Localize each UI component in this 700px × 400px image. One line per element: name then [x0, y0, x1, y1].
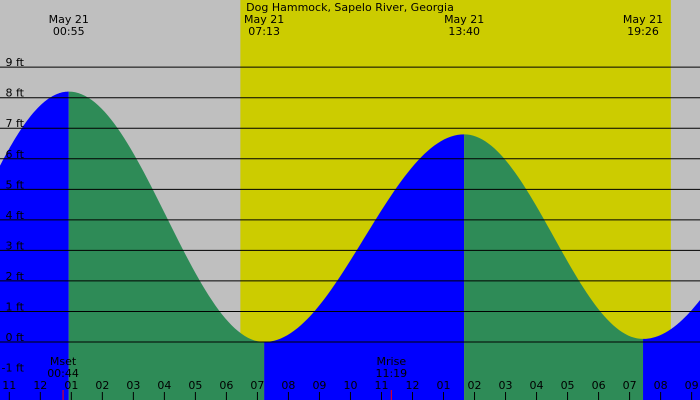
x-axis-labels: 11 12 01 02 03 04 05 06 07 08 09 10 11 12 01 02 03 04 05 06… — [2, 379, 699, 400]
y-tick-label: 9 ft — [6, 56, 25, 69]
x-tick-label: 02 — [95, 379, 109, 392]
moon-event-time: 11:19 — [375, 367, 407, 380]
x-tick-label: 12 — [33, 379, 47, 392]
x-tick-label: 06 — [592, 379, 606, 392]
x-tick-label: 04 — [157, 379, 171, 392]
extreme-time-label: 13:40 — [448, 25, 480, 38]
x-tick-label: 09 — [312, 379, 326, 392]
extreme-time-label: 07:13 — [248, 25, 280, 38]
x-tick-label: 08 — [654, 379, 668, 392]
x-tick-label: 04 — [530, 379, 544, 392]
extreme-date-label: May 21 — [244, 13, 284, 26]
rising-tide-segment — [0, 91, 69, 400]
y-tick-label: 8 ft — [6, 87, 25, 100]
x-tick-label: 01 — [64, 379, 78, 392]
moon-event-label: Mset — [50, 355, 77, 368]
y-tick-label: 2 ft — [6, 270, 25, 283]
falling-tide-segment — [464, 134, 644, 400]
y-tick-label: 3 ft — [6, 239, 25, 252]
y-tick-label: 7 ft — [6, 117, 25, 130]
x-tick-label: 08 — [281, 379, 295, 392]
rising-tide-segment — [264, 134, 465, 400]
x-tick-label: 10 — [343, 379, 357, 392]
x-tick-label: 07 — [623, 379, 637, 392]
y-tick-label: 0 ft — [6, 331, 25, 344]
moon-event-label: Mrise — [377, 355, 407, 368]
extreme-date-label: May 21 — [49, 13, 89, 26]
x-tick-label: 05 — [561, 379, 575, 392]
x-tick-label: 11 — [2, 379, 16, 392]
chart-title: Dog Hammock, Sapelo River, Georgia — [246, 1, 454, 14]
x-tick-label: 03 — [126, 379, 140, 392]
y-tick-label: 1 ft — [6, 300, 25, 313]
y-tick-label: -1 ft — [2, 362, 25, 375]
moon-event-time: 00:44 — [47, 367, 79, 380]
y-tick-label: 6 ft — [6, 148, 25, 161]
extreme-time-label: 19:26 — [627, 25, 659, 38]
x-tick-label: 02 — [468, 379, 482, 392]
gridline-layer — [0, 66, 700, 343]
y-tick-label: 4 ft — [6, 209, 25, 222]
extreme-date-label: May 21 — [623, 13, 663, 26]
x-tick-label: 09 — [685, 379, 699, 392]
x-tick-label: 12 — [405, 379, 419, 392]
x-tick-label: 07 — [250, 379, 264, 392]
x-tick-label: 01 — [437, 379, 451, 392]
tide-curve-layer — [0, 91, 700, 400]
falling-tide-segment — [68, 91, 265, 400]
extreme-time-label: 00:55 — [53, 25, 85, 38]
x-tick-label: 05 — [188, 379, 202, 392]
y-tick-label: 5 ft — [6, 178, 25, 191]
x-tick-label: 06 — [219, 379, 233, 392]
extreme-date-label: May 21 — [444, 13, 484, 26]
x-tick-label: 03 — [499, 379, 513, 392]
x-tick-label: 11 — [374, 379, 388, 392]
rising-tide-segment — [643, 300, 700, 400]
y-axis-labels: 9 ft 8 ft 7 ft 6 ft 5 ft 4 ft 3 ft 2 ft 1 ft 0 ft… — [2, 56, 25, 374]
